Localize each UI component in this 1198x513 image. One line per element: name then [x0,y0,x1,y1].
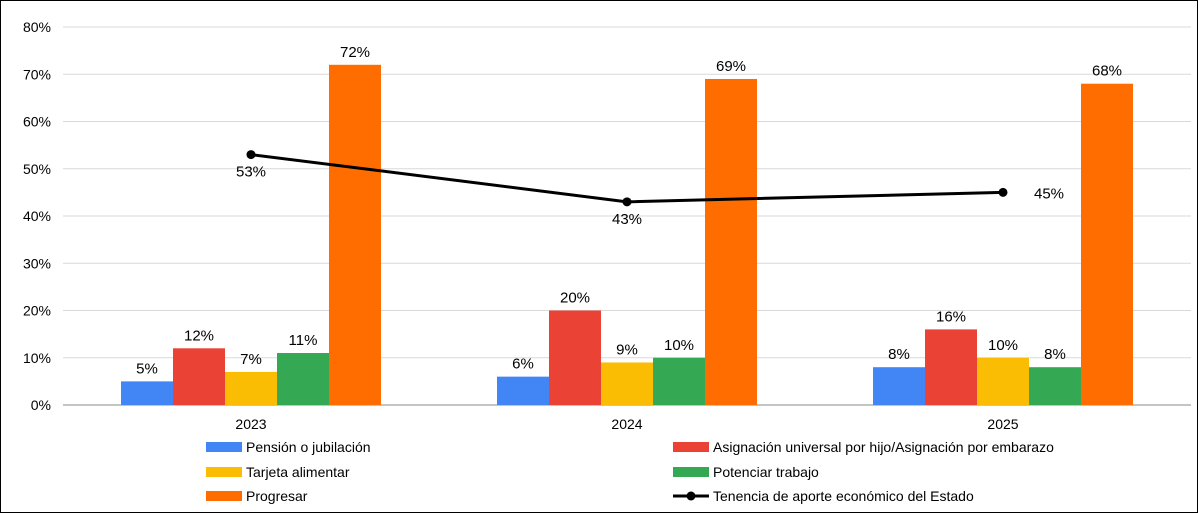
bar-0-1 [497,376,549,405]
legend-label: Tarjeta alimentar [246,464,350,480]
bar-4-2 [1081,83,1133,405]
line-point-0 [246,150,256,160]
x-tick-label: 2024 [611,416,642,432]
y-tick-label: 30% [23,255,51,271]
legend-swatch-marker [686,491,696,501]
y-tick-label: 10% [23,350,51,366]
line-point-2 [998,187,1008,197]
bar-3-0 [277,353,329,405]
legend-swatch-2 [206,467,242,477]
x-axis: 2023 2024 2025 [235,416,1018,432]
line-point-1 [622,197,632,207]
bar-1-1 [549,310,601,405]
bar-data-label: 7% [240,351,262,368]
legend: Pensión o jubilación Asignación universal… [206,439,1054,504]
bar-data-label: 11% [289,332,318,349]
y-tick-label: 70% [23,66,51,82]
bar-data-label: 16% [936,308,966,325]
legend-swatch-0 [206,442,242,452]
bar-data-label: 5% [136,360,158,377]
legend-swatch-3 [673,467,709,477]
legend-label: Pensión o jubilación [246,439,371,455]
bar-4-0 [329,64,381,406]
bar-2-1 [601,362,653,405]
y-tick-label: 20% [23,303,51,319]
bars: 5% 12% 7% 11% 72% 6% 20% 9% 10% 69% 8% 16% 10% 8% 68% [121,44,1133,406]
bar-data-label: 20% [560,290,590,307]
bar-0-2 [873,367,925,405]
bar-2-0 [225,371,277,405]
bar-3-2 [1029,367,1081,405]
bar-data-label: 10% [664,337,694,354]
legend-label: Progresar [246,488,308,504]
bar-data-label: 69% [716,58,746,75]
bar-0-0 [121,381,173,405]
bar-3-1 [653,357,705,405]
y-axis: 0% 10% 20% 30% 40% 50% 60% 70% 80% [23,19,51,413]
x-tick-label: 2025 [987,416,1018,432]
bar-4-1 [705,78,757,405]
line-data-label: 43% [612,211,642,228]
x-tick-label: 2023 [235,416,266,432]
legend-label: Potenciar trabajo [713,464,819,480]
bar-data-label: 6% [512,356,534,373]
bar-data-label: 72% [340,44,370,61]
bar-data-label: 8% [1044,346,1066,363]
legend-swatch-4 [206,491,242,501]
legend-label: Tenencia de aporte económico del Estado [713,488,974,504]
y-tick-label: 50% [23,161,51,177]
bar-data-label: 8% [888,346,910,363]
bar-data-label: 12% [184,327,214,344]
gridlines [63,26,1191,406]
legend-label: Asignación universal por hijo/Asignación… [713,439,1054,455]
bar-1-2 [925,329,977,405]
line-series: 53% 43% 45% [236,150,1064,228]
y-tick-label: 80% [23,19,51,35]
bar-1-0 [173,348,225,405]
y-tick-label: 0% [31,397,51,413]
bar-data-label: 10% [988,337,1018,354]
y-tick-label: 40% [23,208,51,224]
bar-data-label: 9% [616,341,638,358]
y-tick-label: 60% [23,114,51,130]
bar-2-2 [977,357,1029,405]
legend-swatch-1 [673,442,709,452]
line-data-label: 45% [1034,185,1064,202]
bar-data-label: 68% [1092,63,1122,80]
line-data-label: 53% [236,164,266,181]
